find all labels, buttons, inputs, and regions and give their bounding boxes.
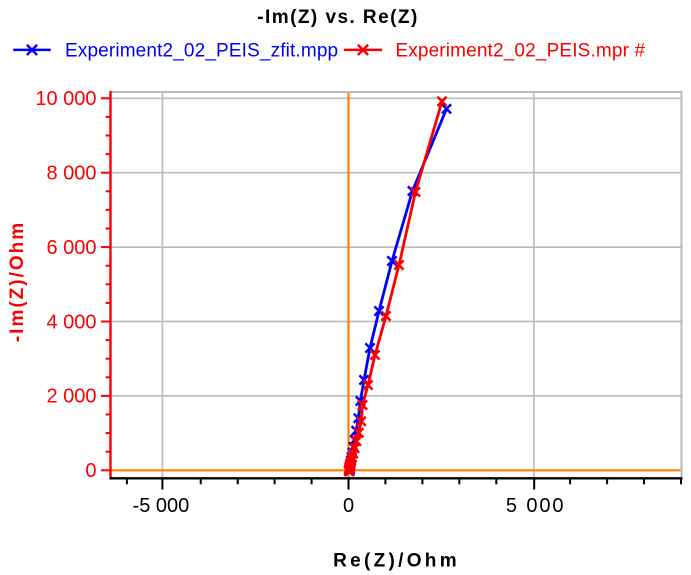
svg-text:0: 0: [85, 460, 96, 482]
svg-text:Experiment2_02_PEIS.mpr #: Experiment2_02_PEIS.mpr #: [395, 40, 645, 61]
svg-text:5 000: 5 000: [506, 495, 566, 517]
svg-text:4 000: 4 000: [46, 311, 96, 333]
svg-text:Re(Z)/Ohm: Re(Z)/Ohm: [333, 550, 460, 571]
svg-text:10 000: 10 000: [35, 88, 96, 110]
svg-text:2 000: 2 000: [46, 386, 96, 408]
svg-text:8 000: 8 000: [46, 163, 96, 185]
svg-text:-5 000: -5 000: [133, 495, 190, 517]
svg-text:0: 0: [343, 495, 354, 517]
svg-text:Experiment2_02_PEIS_zfit.mpp: Experiment2_02_PEIS_zfit.mpp: [65, 40, 338, 61]
svg-text:-Im(Z) vs. Re(Z): -Im(Z) vs. Re(Z): [257, 7, 418, 28]
svg-text:6 000: 6 000: [46, 237, 96, 259]
svg-text:-Im(Z)/Ohm: -Im(Z)/Ohm: [7, 221, 28, 342]
